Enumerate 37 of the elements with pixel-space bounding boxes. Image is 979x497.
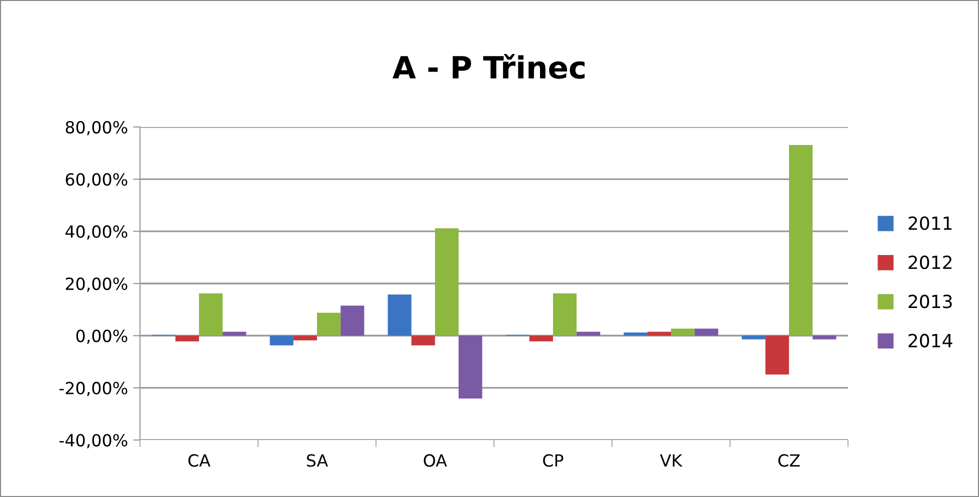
x-tick-label: VK: [660, 454, 683, 467]
y-tick-label: 60,00%: [66, 173, 128, 188]
x-tick-label: CP: [543, 454, 564, 467]
legend-label: 2013: [908, 294, 952, 308]
y-tick-label: 0,00%: [76, 330, 128, 344]
bar: [789, 145, 813, 336]
y-tick-label: -20,00%: [59, 382, 128, 396]
x-tick-label: CZ: [778, 454, 800, 467]
bar: [529, 336, 553, 342]
legend-label: 2014: [908, 334, 952, 348]
bar: [175, 336, 199, 342]
x-tick-label: SA: [306, 454, 328, 467]
bar: [624, 332, 648, 336]
bar: [199, 293, 223, 336]
bar: [765, 336, 789, 375]
bar: [458, 336, 482, 399]
y-tick-label: 40,00%: [65, 225, 128, 240]
bar: [435, 228, 459, 336]
bar: [340, 306, 364, 336]
bar: [671, 328, 695, 336]
y-tick-label: 80,00%: [66, 120, 128, 136]
bar: [293, 336, 317, 340]
bar: [317, 312, 341, 336]
y-tick-label: -40,00%: [59, 434, 128, 448]
bar: [694, 328, 718, 336]
legend-label: 2012: [908, 256, 952, 270]
y-tick-label: 20,00%: [66, 277, 128, 292]
bar: [553, 293, 577, 336]
bar: [388, 294, 412, 336]
legend-label: 2011: [908, 216, 952, 230]
bar: [411, 336, 435, 346]
x-tick-label: OA: [424, 454, 447, 467]
bar: [742, 336, 766, 340]
bar: [270, 336, 294, 346]
bar: [812, 336, 836, 340]
chart-title: A - P Třinec: [392, 54, 585, 79]
x-tick-label: CA: [188, 454, 210, 467]
